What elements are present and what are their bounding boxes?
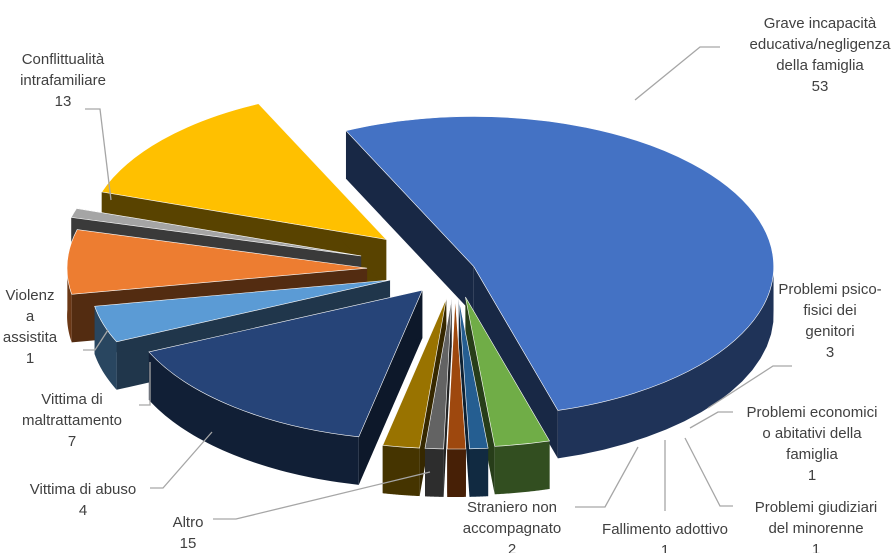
slice-rim-abuso bbox=[94, 306, 117, 390]
data-label-text-psico: Problemi psico- bbox=[778, 281, 881, 298]
data-label-text-violenza: a bbox=[26, 308, 35, 325]
data-label-value-altro: 15 bbox=[180, 535, 197, 552]
data-label-text-grave: della famiglia bbox=[776, 57, 864, 74]
data-label-text-maltrattamento: maltrattamento bbox=[22, 412, 122, 429]
data-label-psico: Problemi psico-fisici dei genitori 3 bbox=[778, 281, 881, 361]
data-label-text-conflittualita: Conflittualità bbox=[22, 51, 105, 68]
slice-wall-grave-0 bbox=[345, 130, 474, 315]
slice-wall-abuso-1 bbox=[94, 280, 391, 355]
slice-rim-grave bbox=[557, 261, 774, 459]
data-label-text-fallimento: Fallimento adottivo bbox=[602, 521, 728, 538]
slice-rim-altro bbox=[148, 351, 359, 485]
leader-lines bbox=[83, 46, 792, 520]
leader-line-straniero bbox=[575, 446, 639, 508]
slice-maltrattamento bbox=[66, 229, 368, 295]
leader-line-violenza bbox=[83, 329, 109, 351]
leader-line-giudiziari bbox=[684, 437, 733, 507]
data-label-text-economici: famiglia bbox=[786, 446, 838, 463]
slice-tops bbox=[66, 103, 774, 450]
slice-rim-giudiziari bbox=[447, 448, 466, 497]
slice-wall-grave-1 bbox=[473, 266, 558, 459]
data-label-conflittualita: Conflittualità intrafamiliare 13 bbox=[20, 51, 106, 110]
data-label-abuso: Vittima di abuso 4 bbox=[30, 481, 136, 519]
data-label-value-fallimento: 1 bbox=[661, 542, 669, 553]
data-label-value-psico: 3 bbox=[826, 344, 834, 361]
data-label-straniero: Straniero non accompagnato 2 bbox=[463, 499, 561, 553]
slice-straniero bbox=[382, 298, 447, 449]
leader-line-grave bbox=[634, 46, 720, 101]
leader-line-altro bbox=[213, 471, 431, 520]
data-label-value-economici: 1 bbox=[808, 467, 816, 484]
data-label-violenza: Violenz a assistita 1 bbox=[3, 287, 58, 367]
data-label-giudiziari: Problemi giudiziari del minorenne 1 bbox=[755, 499, 878, 553]
data-label-text-abuso: Vittima di abuso bbox=[30, 481, 136, 498]
data-label-value-grave: 53 bbox=[812, 78, 829, 95]
data-label-text-psico: fisici dei bbox=[803, 302, 856, 319]
slice-giudiziari bbox=[446, 298, 467, 450]
data-label-grave: Grave incapacità educativa/negligenza dell… bbox=[750, 15, 892, 95]
slice-grave bbox=[345, 116, 774, 411]
data-label-economici: Problemi economici o abitativi della famig… bbox=[747, 404, 878, 484]
data-label-altro: Altro 15 bbox=[173, 514, 204, 552]
slice-wall-economici-1 bbox=[458, 298, 470, 497]
data-label-value-giudiziari: 1 bbox=[812, 541, 820, 553]
data-label-text-violenza: Violenz bbox=[6, 287, 55, 304]
data-label-text-straniero: accompagnato bbox=[463, 520, 561, 537]
data-label-text-psico: genitori bbox=[805, 323, 854, 340]
data-label-value-straniero: 2 bbox=[508, 541, 516, 553]
slice-altro bbox=[148, 289, 423, 438]
leader-line-abuso bbox=[150, 431, 213, 489]
data-label-text-grave: educativa/negligenza bbox=[750, 36, 892, 53]
leader-line-economici bbox=[689, 411, 733, 429]
leader-line-psico bbox=[707, 365, 792, 409]
data-label-text-economici: o abitativi della bbox=[762, 425, 862, 442]
data-label-text-giudiziari: del minorenne bbox=[768, 520, 863, 537]
slice-rim-fallimento bbox=[424, 448, 444, 497]
data-label-text-conflittualita: intrafamiliare bbox=[20, 72, 106, 89]
data-label-text-grave: Grave incapacità bbox=[764, 15, 877, 32]
slice-rim-psico bbox=[494, 440, 550, 495]
slice-violenza bbox=[70, 208, 362, 257]
leader-line-maltrattamento bbox=[139, 362, 151, 406]
slice-abuso bbox=[94, 279, 391, 343]
slice-fallimento bbox=[424, 298, 452, 450]
data-label-value-abuso: 4 bbox=[79, 502, 87, 519]
data-label-value-conflittualita: 13 bbox=[55, 93, 72, 110]
data-labels: Grave incapacità educativa/negligenza dell… bbox=[3, 15, 891, 553]
data-label-text-maltrattamento: Vittima di bbox=[41, 391, 102, 408]
data-label-maltrattamento: Vittima di maltrattamento 7 bbox=[22, 391, 122, 450]
data-label-value-maltrattamento: 7 bbox=[68, 433, 76, 450]
slice-psico bbox=[465, 296, 551, 447]
data-label-text-altro: Altro bbox=[173, 514, 204, 531]
data-label-text-violenza: assistita bbox=[3, 329, 58, 346]
data-label-text-giudiziari: Problemi giudiziari bbox=[755, 499, 878, 516]
data-label-text-economici: Problemi economici bbox=[747, 404, 878, 421]
data-label-value-violenza: 1 bbox=[26, 350, 34, 367]
leader-line-conflittualita bbox=[85, 108, 112, 201]
data-label-text-straniero: Straniero non bbox=[467, 499, 557, 516]
slice-rim-straniero bbox=[382, 445, 420, 497]
data-label-fallimento: Fallimento adottivo 1 bbox=[602, 521, 728, 553]
slice-rim-economici bbox=[469, 448, 489, 497]
slice-economici bbox=[458, 298, 489, 450]
